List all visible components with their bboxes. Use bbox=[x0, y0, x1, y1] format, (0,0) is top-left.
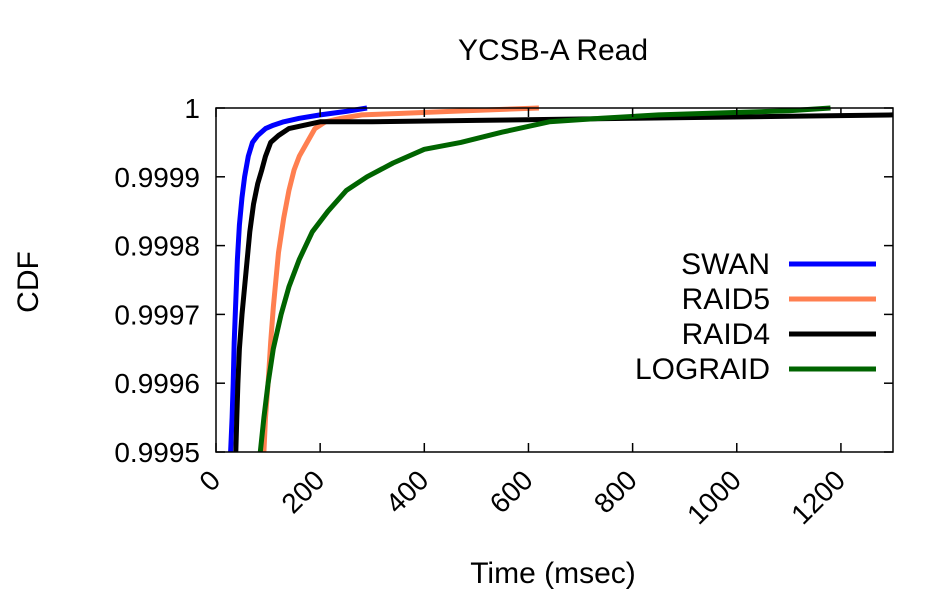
y-tick-label: 1 bbox=[184, 93, 200, 124]
y-tick-label: 0.9995 bbox=[114, 437, 200, 468]
y-tick-label: 0.9997 bbox=[114, 299, 200, 330]
series-line-lograid bbox=[257, 105, 831, 452]
x-tick-label: 200 bbox=[275, 464, 330, 519]
x-tick-label: 600 bbox=[484, 464, 539, 519]
y-tick-label: 0.9999 bbox=[114, 162, 200, 193]
legend-label: RAID5 bbox=[682, 283, 770, 316]
x-tick-label: 1200 bbox=[785, 464, 851, 530]
x-tick-label: 1000 bbox=[681, 464, 747, 530]
legend-label: RAID4 bbox=[682, 318, 770, 351]
y-tick-label: 0.9998 bbox=[114, 231, 200, 262]
series-line-swan bbox=[228, 105, 368, 452]
y-tick-label: 0.9996 bbox=[114, 368, 200, 399]
legend-label: SWAN bbox=[681, 248, 770, 281]
x-tick-label: 400 bbox=[380, 464, 435, 519]
plot-area: 0.9995 0.9996 0.9997 0.9998 0.9999 1 0 200 400 60… bbox=[114, 93, 894, 530]
plot-frame bbox=[215, 107, 894, 453]
chart-title: YCSB-A Read bbox=[458, 34, 648, 67]
series-line-raid4 bbox=[233, 112, 894, 452]
x-axis-label: Time (msec) bbox=[470, 557, 636, 590]
x-tick-label: 0 bbox=[193, 464, 226, 497]
series-line-raid5 bbox=[261, 105, 539, 452]
legend-label: LOGRAID bbox=[635, 353, 770, 386]
x-tick-label: 800 bbox=[588, 464, 643, 519]
y-axis-label: CDF bbox=[12, 251, 45, 313]
